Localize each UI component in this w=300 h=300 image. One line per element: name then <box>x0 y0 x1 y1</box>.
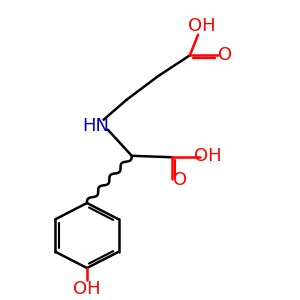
Text: OH: OH <box>194 147 222 165</box>
Text: O: O <box>173 171 187 189</box>
Text: OH: OH <box>73 280 101 298</box>
Text: OH: OH <box>188 17 215 35</box>
Text: O: O <box>218 46 233 64</box>
Text: HN: HN <box>82 117 109 135</box>
